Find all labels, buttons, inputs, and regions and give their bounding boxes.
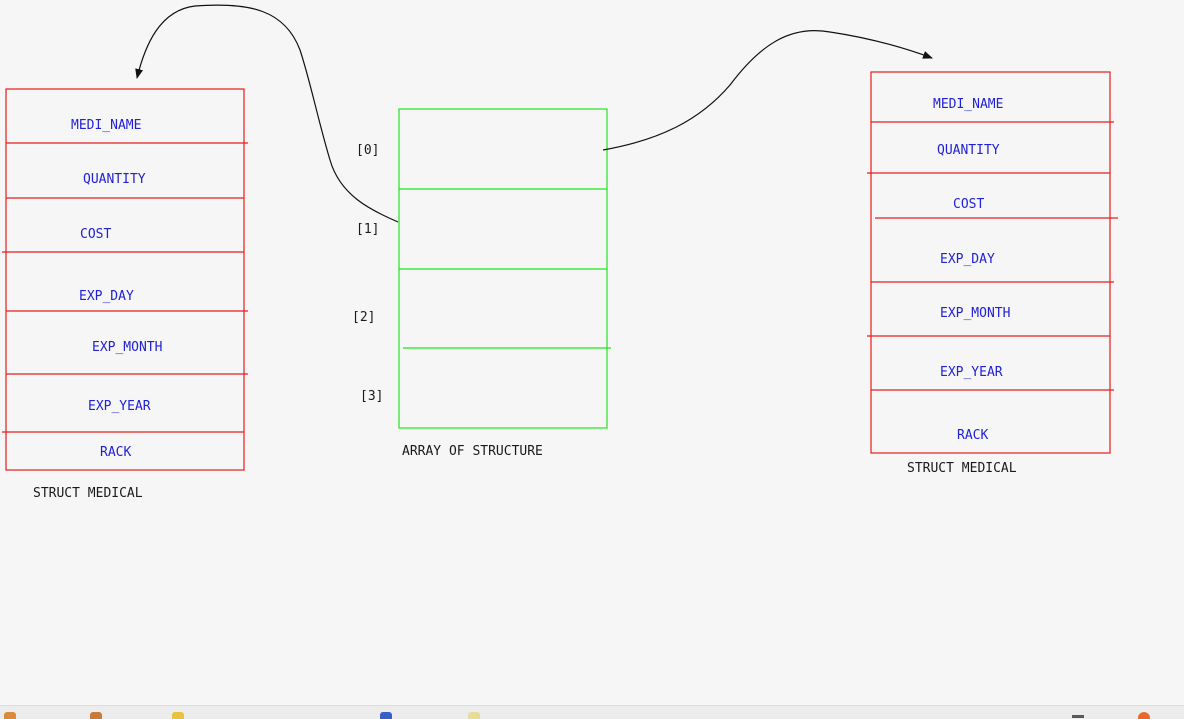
right-field-exp-month: EXP_MONTH (940, 306, 1010, 321)
left-field-rack: RACK (100, 445, 131, 460)
left-field-quantity: QUANTITY (83, 172, 146, 187)
home-icon[interactable] (4, 712, 16, 719)
array-index-1: [1] (356, 222, 379, 237)
right-field-exp-year: EXP_YEAR (940, 365, 1003, 380)
left-struct-caption: STRUCT MEDICAL (33, 486, 143, 501)
array-index-0: [0] (356, 143, 379, 158)
right-field-exp-day: EXP_DAY (940, 252, 995, 267)
right-field-quantity: QUANTITY (937, 143, 1000, 158)
left-field-exp-day: EXP_DAY (79, 289, 134, 304)
left-field-exp-year: EXP_YEAR (88, 399, 151, 414)
minimize-icon[interactable] (1072, 715, 1084, 718)
right-struct-box (870, 71, 1111, 454)
left-field-cost: COST (80, 227, 111, 242)
right-field-rack: RACK (957, 428, 988, 443)
arrow-index1-to-left-struct (135, 4, 399, 223)
right-struct-medical: MEDI_NAME QUANTITY COST EXP_DAY EXP_MONT… (867, 71, 1118, 476)
left-field-exp-month: EXP_MONTH (92, 340, 162, 355)
array-index-3: [3] (360, 389, 383, 404)
firefox-icon[interactable] (1138, 712, 1150, 719)
right-struct-caption: STRUCT MEDICAL (907, 461, 1017, 476)
flag-icon[interactable] (380, 712, 392, 719)
array-caption: ARRAY OF STRUCTURE (402, 444, 543, 459)
left-struct-medical: MEDI_NAME QUANTITY COST EXP_DAY EXP_MONT… (2, 88, 248, 501)
left-field-medi-name: MEDI_NAME (71, 118, 141, 133)
document-icon[interactable] (468, 712, 480, 719)
lightbulb-icon[interactable] (172, 712, 184, 719)
taskbar (0, 705, 1184, 719)
array-index-2: [2] (352, 310, 375, 325)
right-field-cost: COST (953, 197, 984, 212)
speaker-icon[interactable] (90, 712, 102, 719)
right-field-medi-name: MEDI_NAME (933, 97, 1003, 112)
arrow-index0-to-right-struct (602, 30, 933, 151)
left-struct-box (5, 88, 245, 471)
array-of-structure: [0] [1] [2] [3] ARRAY OF STRUCTURE (352, 108, 611, 459)
